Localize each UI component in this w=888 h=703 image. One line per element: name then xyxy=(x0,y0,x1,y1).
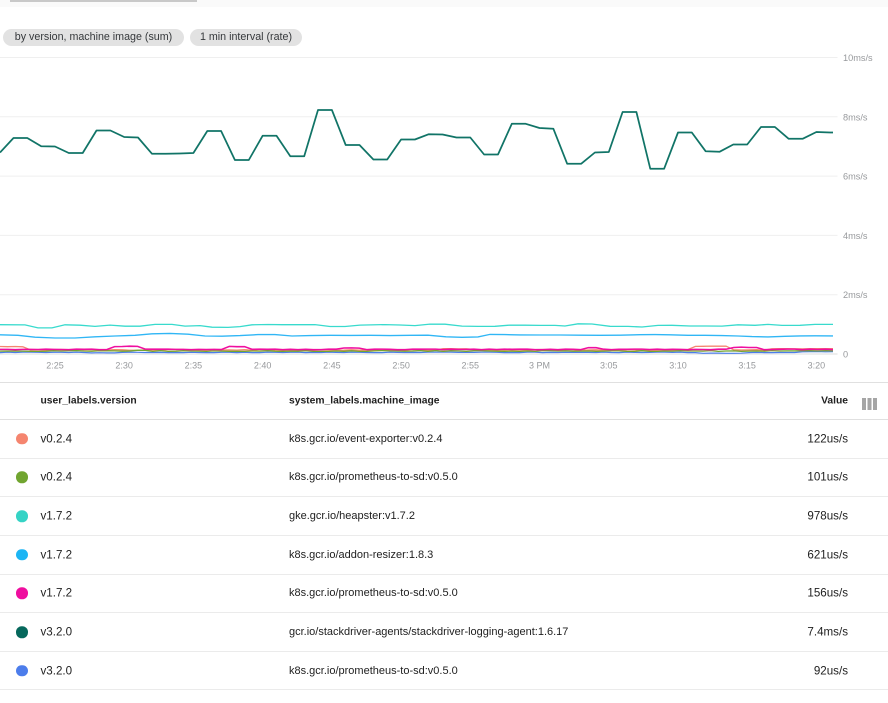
svg-text:3:05: 3:05 xyxy=(600,361,618,371)
svg-text:6ms/s: 6ms/s xyxy=(843,172,868,182)
svg-text:3:20: 3:20 xyxy=(808,361,826,371)
svg-text:2:25: 2:25 xyxy=(46,361,64,371)
svg-text:4ms/s: 4ms/s xyxy=(843,231,868,241)
svg-text:2:45: 2:45 xyxy=(323,361,341,371)
svg-text:8ms/s: 8ms/s xyxy=(843,112,868,122)
svg-text:2:35: 2:35 xyxy=(185,361,203,371)
svg-text:2:40: 2:40 xyxy=(254,361,272,371)
svg-text:10ms/s: 10ms/s xyxy=(843,53,873,63)
svg-text:3 PM: 3 PM xyxy=(529,361,550,371)
svg-text:0: 0 xyxy=(843,350,848,360)
svg-text:3:15: 3:15 xyxy=(738,361,756,371)
svg-text:3:10: 3:10 xyxy=(669,361,687,371)
svg-text:2:55: 2:55 xyxy=(462,361,480,371)
svg-text:2ms/s: 2ms/s xyxy=(843,290,868,300)
svg-text:2:30: 2:30 xyxy=(115,361,133,371)
svg-text:2:50: 2:50 xyxy=(392,361,410,371)
